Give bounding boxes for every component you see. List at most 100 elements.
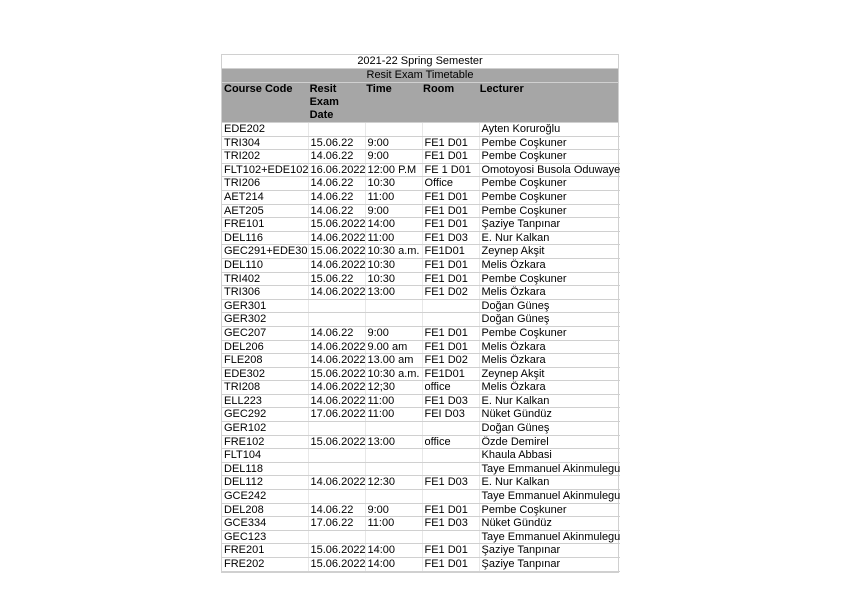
cell-room: FE1 D01 [422,150,479,164]
cell-date [308,123,365,136]
table-row: DEL11214.06.202212:30FE1 D03E. Nur Kalka… [222,476,620,490]
cell-date: 17.06.22 [308,517,365,531]
cell-room: FE1 D01 [422,558,479,572]
table-row: GEC29217.06.202211:00FEI D03Nüket Gündüz [222,408,620,422]
cell-room: FE1 D01 [422,544,479,558]
cell-room [422,449,479,463]
table-row: FLE20814.06.202213.00 amFE1 D02Melis Özk… [222,354,620,368]
cell-room [422,490,479,504]
cell-room: FE1 D01 [422,204,479,218]
table-row: GCE33417.06.2211:00FE1 D03Nüket Gündüz [222,517,620,531]
cell-time: 13:00 [365,435,422,449]
cell-date: 16.06.2022 [308,163,365,177]
cell-room [422,299,479,313]
cell-lecturer: Khaula Abbasi [479,449,620,463]
cell-time: 10:30 [365,272,422,286]
cell-room: FE 1 D01 [422,163,479,177]
cell-lecturer: Taye Emmanuel Akinmulegun [479,462,620,476]
cell-room: office [422,435,479,449]
table-row: GCE242Taye Emmanuel Akinmulegun [222,490,620,504]
cell-date: 15.06.2022 [308,435,365,449]
table-row: DEL118Taye Emmanuel Akinmulegun [222,462,620,476]
cell-time: 13.00 am [365,354,422,368]
cell-date: 14.06.2022 [308,394,365,408]
page-title: 2021-22 Spring Semester [222,55,618,69]
cell-code: TRI206 [222,177,308,191]
cell-date: 14.06.22 [308,503,365,517]
table-row: TRI20814.06.202212;30officeMelis Özkara [222,381,620,395]
table-row: GEC123Taye Emmanuel Akinmulegun [222,530,620,544]
cell-time [365,530,422,544]
cell-room: FE1 D01 [422,258,479,272]
cell-date [308,490,365,504]
table-row: AET21414.06.2211:00FE1 D01Pembe Coşkuner [222,190,620,204]
cell-lecturer: Doğan Güneş [479,422,620,436]
cell-time: 10:30 a.m. [365,245,422,259]
cell-lecturer: Özde Demirel [479,435,620,449]
cell-code: TRI304 [222,136,308,150]
table-row: DEL20814.06.229:00FE1 D01Pembe Coşkuner [222,503,620,517]
header-resit-l1: Resit [310,83,363,96]
cell-date [308,313,365,327]
cell-lecturer: Omotoyosi Busola Oduwaye [479,163,620,177]
cell-time: 14:00 [365,544,422,558]
cell-time: 12:30 [365,476,422,490]
cell-date: 15.06.22 [308,136,365,150]
cell-lecturer: Pembe Coşkuner [479,326,620,340]
cell-date: 14.06.22 [308,150,365,164]
cell-code: FLT102+EDE102 [222,163,308,177]
cell-time: 9:00 [365,503,422,517]
cell-room: FE1 D01 [422,503,479,517]
cell-room: FE1 D01 [422,340,479,354]
cell-lecturer: Şaziye Tanpınar [479,558,620,572]
page-subtitle: Resit Exam Timetable [222,69,618,83]
table-row: DEL11614.06.202211:00FE1 D03E. Nur Kalka… [222,231,620,245]
cell-time [365,462,422,476]
table-row: GER301Doğan Güneş [222,299,620,313]
cell-time: 11:00 [365,231,422,245]
cell-lecturer: Ayten Koruroğlu [479,123,620,136]
table-row: FRE20215.06.202214:00FE1 D01Şaziye Tanpı… [222,558,620,572]
cell-time: 10:30 [365,258,422,272]
cell-time [365,299,422,313]
cell-time [365,449,422,463]
cell-code: GCE242 [222,490,308,504]
cell-room: FE1D01 [422,245,479,259]
cell-time: 14:00 [365,558,422,572]
cell-date [308,462,365,476]
cell-lecturer: Pembe Coşkuner [479,204,620,218]
cell-code: GER102 [222,422,308,436]
cell-lecturer: Şaziye Tanpınar [479,218,620,232]
table-row: FRE20115.06.202214:00FE1 D01Şaziye Tanpı… [222,544,620,558]
cell-code: GER301 [222,299,308,313]
cell-room: FEI D03 [422,408,479,422]
table-row: FRE10215.06.202213:00officeÖzde Demirel [222,435,620,449]
table-row: TRI30415.06.229:00FE1 D01Pembe Coşkuner [222,136,620,150]
cell-code: GCE334 [222,517,308,531]
cell-date: 15.06.2022 [308,558,365,572]
cell-date: 14.06.2022 [308,354,365,368]
cell-time: 11:00 [365,190,422,204]
cell-lecturer: Pembe Coşkuner [479,136,620,150]
cell-date [308,530,365,544]
cell-time: 12;30 [365,381,422,395]
table-row: EDE30215.06.202210:30 a.m.FE1D01Zeynep A… [222,367,620,381]
cell-room: FE1 D01 [422,136,479,150]
cell-time: 9:00 [365,150,422,164]
cell-time [365,123,422,136]
cell-date: 14.06.2022 [308,340,365,354]
header-room: Room [421,83,478,122]
cell-lecturer: Pembe Coşkuner [479,150,620,164]
cell-room: FE1D01 [422,367,479,381]
cell-time: 14:00 [365,218,422,232]
cell-date: 14.06.2022 [308,231,365,245]
cell-code: FRE201 [222,544,308,558]
cell-room [422,313,479,327]
table-row: GEC20714.06.229:00FE1 D01Pembe Coşkuner [222,326,620,340]
cell-room: FE1 D01 [422,218,479,232]
cell-date: 15.06.2022 [308,245,365,259]
cell-lecturer: Melis Özkara [479,381,620,395]
table-row: FLT102+EDE10216.06.202212:00 P.MFE 1 D01… [222,163,620,177]
cell-lecturer: E. Nur Kalkan [479,394,620,408]
cell-room [422,422,479,436]
